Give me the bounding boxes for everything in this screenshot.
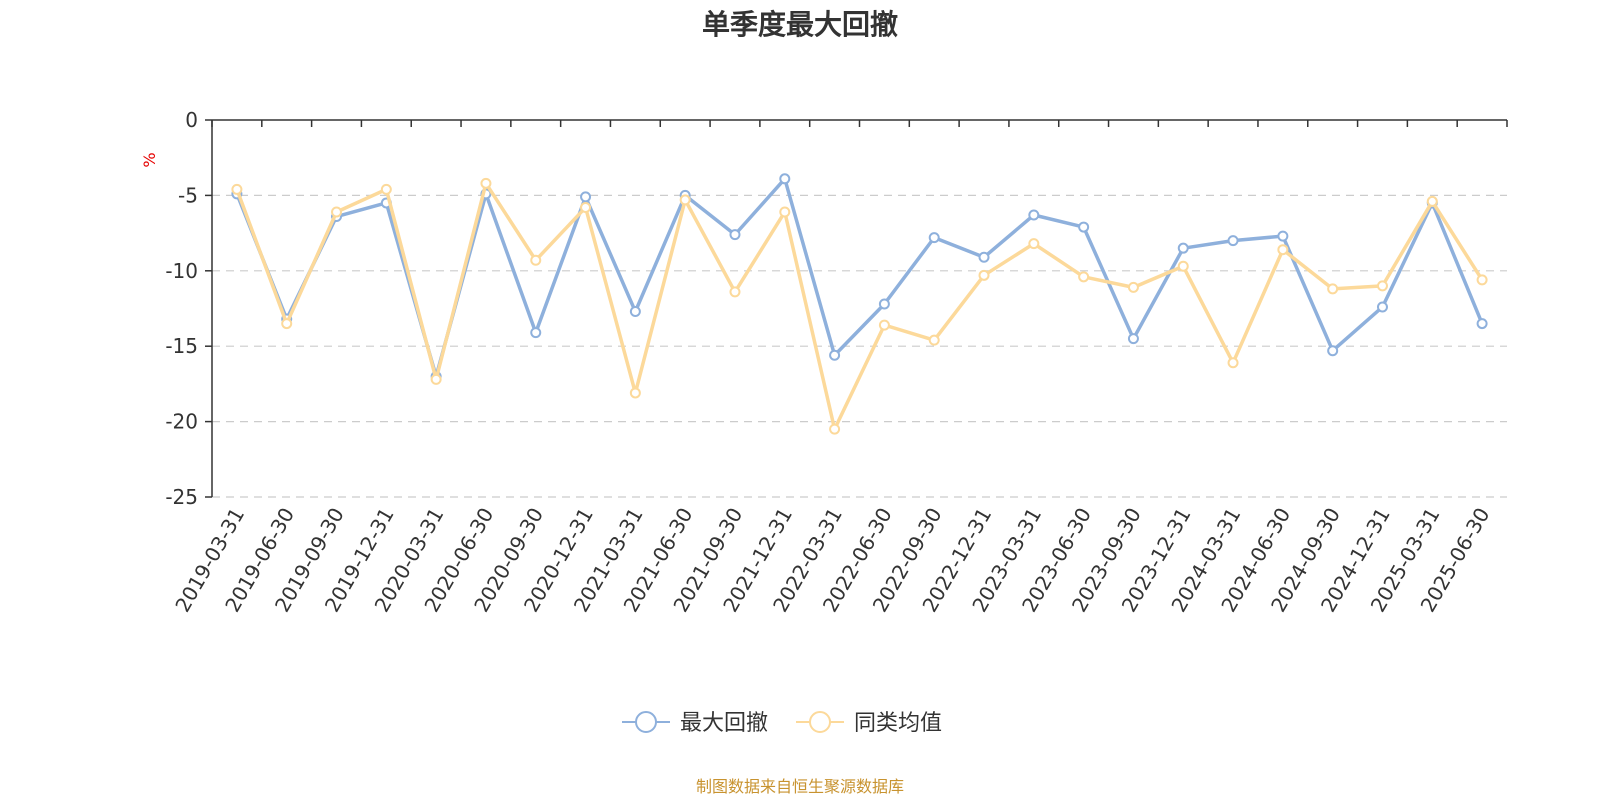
- legend-item[interactable]: 最大回撤: [622, 711, 768, 736]
- data-point: [878, 319, 890, 331]
- legend-marker: [635, 711, 657, 733]
- series-1: [231, 177, 1488, 435]
- data-point: [978, 251, 990, 263]
- data-point: [1177, 242, 1189, 254]
- data-point: [928, 334, 940, 346]
- y-tick-label: -25: [165, 485, 198, 509]
- data-point: [1327, 345, 1339, 357]
- data-point: [1376, 280, 1388, 292]
- data-point: [1277, 230, 1289, 242]
- y-tick-label: -10: [165, 259, 198, 283]
- data-point: [1476, 274, 1488, 286]
- y-tick-label: -15: [165, 334, 198, 358]
- data-point: [1376, 301, 1388, 313]
- grid-lines: [212, 194, 1507, 498]
- data-point: [1227, 357, 1239, 369]
- data-point: [729, 229, 741, 241]
- legend-item[interactable]: 同类均值: [796, 711, 942, 736]
- data-point: [928, 232, 940, 244]
- legend: 最大回撤 同类均值: [622, 711, 942, 736]
- y-tick-label: -20: [165, 410, 198, 434]
- data-point: [1426, 195, 1438, 207]
- series-line: [235, 181, 1484, 431]
- series-lines: [231, 173, 1488, 435]
- y-axis-unit: %: [140, 152, 159, 167]
- y-tick-label: 0: [185, 108, 198, 132]
- y-tick-label: -5: [178, 183, 198, 207]
- data-point: [829, 349, 841, 361]
- source-note: 制图数据来自恒生聚源数据库: [696, 777, 904, 796]
- data-point: [679, 194, 691, 206]
- data-point: [779, 206, 791, 218]
- data-point: [978, 269, 990, 281]
- data-point: [1028, 238, 1040, 250]
- data-point: [1227, 235, 1239, 247]
- legend-label: 同类均值: [854, 711, 942, 736]
- data-point: [1327, 283, 1339, 295]
- data-point: [430, 373, 442, 385]
- data-point: [1177, 260, 1189, 272]
- data-point: [530, 327, 542, 339]
- series-0: [231, 173, 1488, 382]
- data-point: [729, 286, 741, 298]
- data-point: [629, 306, 641, 318]
- data-point: [1127, 333, 1139, 345]
- data-point: [1127, 281, 1139, 293]
- data-point: [530, 254, 542, 266]
- data-point: [1078, 221, 1090, 233]
- data-point: [380, 183, 392, 195]
- data-point: [480, 177, 492, 189]
- data-point: [629, 387, 641, 399]
- axes: 0-5-10-15-20-252019-03-312019-06-302019-…: [165, 108, 1508, 616]
- data-point: [878, 298, 890, 310]
- data-point: [281, 318, 293, 330]
- data-point: [829, 423, 841, 435]
- data-point: [331, 206, 343, 218]
- data-point: [779, 173, 791, 185]
- data-point: [580, 201, 592, 213]
- data-point: [1277, 244, 1289, 256]
- legend-label: 最大回撤: [680, 711, 768, 736]
- data-point: [1078, 271, 1090, 283]
- legend-marker: [809, 711, 831, 733]
- data-point: [1028, 209, 1040, 221]
- data-point: [231, 183, 243, 195]
- chart-title: 单季度最大回撤: [702, 8, 898, 41]
- data-point: [1476, 318, 1488, 330]
- data-point: [580, 191, 592, 203]
